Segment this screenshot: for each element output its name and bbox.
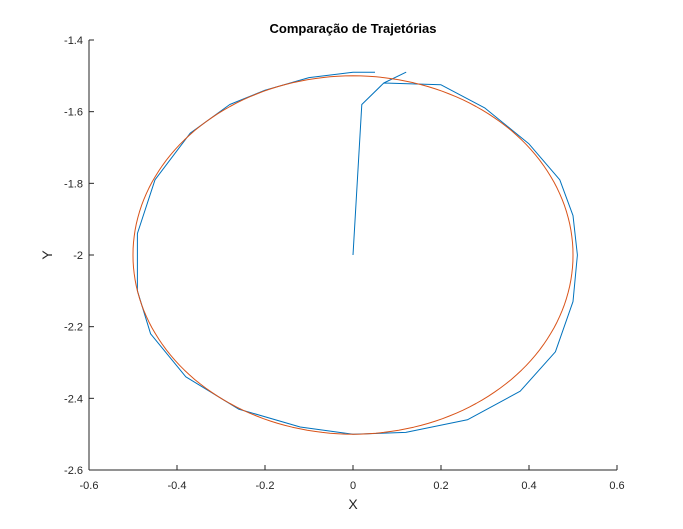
x-tick-label: 0.2 (433, 480, 448, 492)
chart-title: Comparação de Trajetórias (270, 21, 437, 36)
x-tick-label: -0.2 (256, 480, 275, 492)
y-tick-label: -1.8 (64, 178, 83, 190)
y-tick-label: -1.6 (64, 107, 83, 119)
x-tick-label: 0 (350, 480, 356, 492)
x-tick-label: -0.4 (168, 480, 187, 492)
y-tick-label: -2.2 (64, 322, 83, 334)
y-ticks: -2.6 -2.4 -2.2 -2 -1.8 -1.6 -1.4 (64, 35, 94, 477)
reference-trajectory-line (132, 75, 574, 435)
y-tick-label: -1.4 (64, 35, 83, 47)
x-tick-label: 0.4 (521, 480, 536, 492)
y-tick-label: -2.6 (64, 465, 83, 477)
x-ticks: -0.6 -0.4 -0.2 0 0.2 0.4 0.6 (80, 465, 625, 492)
y-tick-label: -2 (73, 250, 83, 262)
x-tick-label: -0.6 (80, 480, 99, 492)
x-axis-label: X (348, 496, 358, 512)
y-tick-label: -2.4 (64, 393, 83, 405)
x-tick-label: 0.6 (609, 480, 624, 492)
y-axis-label: Y (39, 250, 55, 260)
plot-area (132, 71, 578, 435)
